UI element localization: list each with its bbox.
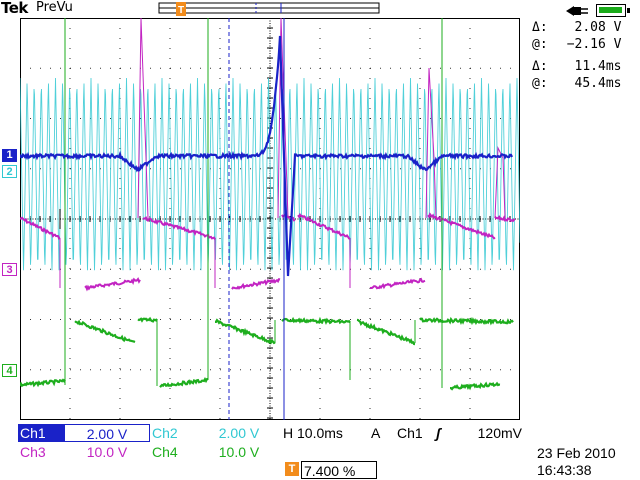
acquisition-mode: PreVu [36, 0, 73, 15]
brand-logo: Tek [1, 0, 28, 17]
ch3-spike [425, 67, 437, 219]
ch4-segment [159, 376, 209, 388]
trigger-source[interactable]: Ch1 [397, 425, 423, 441]
ch3-segment [84, 277, 141, 292]
ch4-segment [356, 318, 416, 346]
timebase-value[interactable]: 10.0ms [297, 425, 343, 441]
trigger-level[interactable]: 120mV [477, 425, 522, 441]
ch3-scale[interactable]: 10.0 V [64, 443, 150, 461]
ch4-segment [215, 318, 276, 345]
ch4-ground-marker[interactable]: 4 [2, 364, 17, 377]
battery-icon [596, 4, 630, 17]
timebase-label: H [283, 425, 294, 441]
ch3-segment [297, 212, 351, 240]
ch4-segment [20, 378, 66, 388]
trigger-position-value[interactable]: 7.400 % [301, 461, 377, 479]
ch1-waveform [20, 35, 513, 277]
ch3-segment [20, 216, 61, 240]
ch2-tag[interactable]: Ch2 [150, 424, 196, 442]
time-display: 16:43:38 [537, 462, 592, 478]
record-trigger-letter: T [178, 5, 184, 16]
ch3-ground-marker[interactable]: 3 [2, 263, 17, 276]
ch1-tag[interactable]: Ch1 [18, 424, 64, 442]
ch3-segment [494, 214, 516, 223]
ch3-waveform [20, 18, 516, 292]
ch2-waveform [20, 77, 520, 271]
record-trigger-icon [176, 2, 186, 16]
ch3-segment [231, 277, 281, 290]
cursor-readout-t-position: @: 45.4ms [532, 76, 622, 91]
ch4-segment [74, 319, 136, 344]
ch4-scale[interactable]: 10.0 V [196, 443, 282, 461]
ch3-segment [427, 212, 496, 240]
ch3-spike [137, 18, 149, 219]
ch4-segment [281, 316, 351, 326]
date-display: 23 Feb 2010 [537, 445, 616, 461]
trigger-mode: A [371, 425, 381, 441]
ch4-segment [419, 316, 514, 326]
waveform-display[interactable] [20, 18, 520, 420]
cursor-readout-v-position: @: −2.16 V [532, 37, 622, 52]
ch3-spike [494, 146, 506, 219]
ch3-segment [142, 216, 216, 240]
ch3-segment [369, 277, 426, 290]
ch4-tag[interactable]: Ch4 [150, 443, 196, 461]
ch4-waveform [20, 18, 514, 391]
ch4-segment [137, 316, 158, 323]
trigger-position-icon: T [285, 462, 299, 476]
ch3-tag[interactable]: Ch3 [18, 443, 64, 461]
ch4-segment [450, 381, 501, 391]
record-position-bar[interactable]: T [96, 0, 386, 20]
cursor-readout-t-delta: Δ: 11.4ms [532, 59, 622, 74]
ac-power-plug-icon [566, 6, 588, 16]
cursor-readout-v-delta: Δ: 2.08 V [532, 20, 622, 35]
ch2-scale[interactable]: 2.00 V [196, 424, 282, 442]
ch1-scale[interactable]: 2.00 V [64, 424, 150, 442]
ch2-ground-marker[interactable]: 2 [2, 165, 17, 178]
trigger-slope-icon: ʃ [436, 425, 441, 441]
ch1-ground-marker[interactable]: 1 [2, 149, 17, 162]
